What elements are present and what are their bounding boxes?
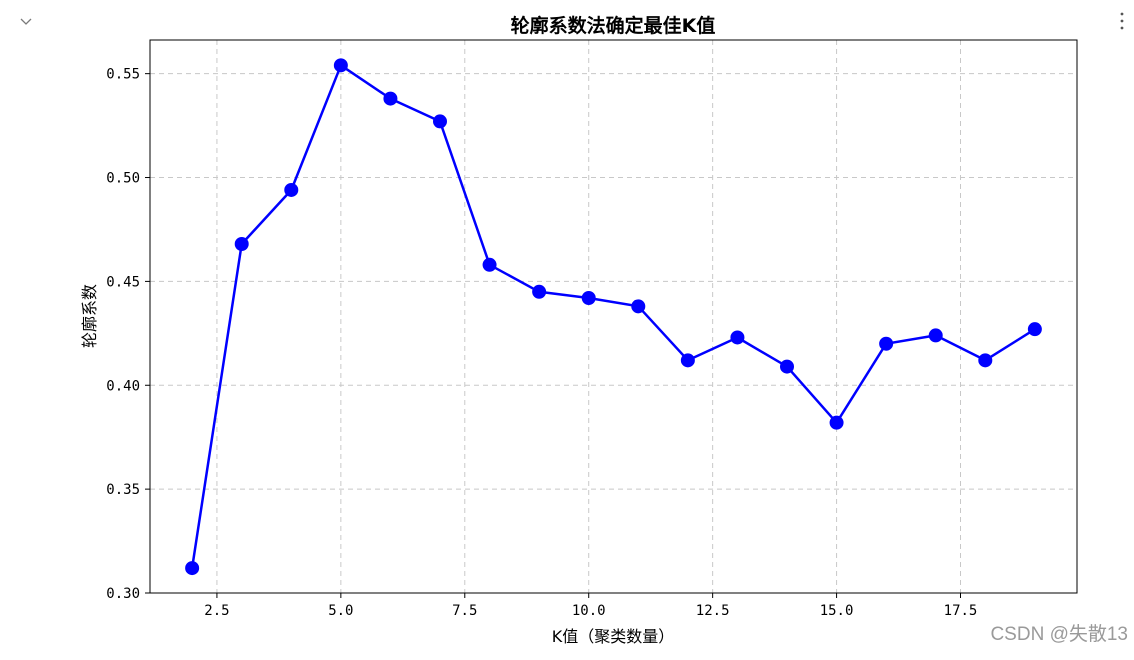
data-point — [928, 328, 943, 343]
x-tick-label: 7.5 — [452, 603, 477, 619]
more-menu-button[interactable] — [1114, 8, 1130, 34]
data-point — [383, 91, 398, 106]
x-tick-label: 10.0 — [572, 603, 606, 619]
y-tick-label: 0.55 — [106, 67, 140, 83]
x-tick-label: 2.5 — [204, 603, 229, 619]
y-tick-label: 0.30 — [106, 586, 140, 602]
chart-title: 轮廓系数法确定最佳K值 — [511, 14, 716, 37]
x-axis-label: K值（聚类数量） — [552, 627, 675, 646]
more-vertical-icon — [1120, 12, 1124, 30]
data-point — [829, 415, 844, 430]
y-tick-label: 0.35 — [106, 482, 140, 498]
data-point — [432, 114, 447, 129]
data-point — [532, 284, 547, 299]
watermark: CSDN @失散13 — [990, 624, 1128, 645]
data-point — [978, 353, 993, 368]
x-tick-label: 5.0 — [328, 603, 353, 619]
y-tick-label: 0.40 — [106, 378, 140, 394]
data-point — [482, 257, 497, 272]
data-point — [780, 359, 795, 374]
data-point — [333, 58, 348, 73]
tick-layer: 2.5 5.0 7.5 10.0 12.5 15.0 17.5 0.30 0.35 0.40 0.4… — [106, 67, 977, 619]
x-tick-label: 17.5 — [944, 603, 978, 619]
series-layer — [185, 58, 1042, 576]
y-axis-label: 轮廓系数 — [80, 284, 99, 348]
data-point — [284, 182, 299, 197]
plot-frame — [149, 39, 1078, 594]
data-point — [730, 330, 745, 345]
x-tick-label: 15.0 — [820, 603, 854, 619]
series-line — [190, 64, 1036, 569]
collapse-toggle[interactable] — [12, 8, 40, 36]
y-tick-label: 0.50 — [106, 171, 140, 187]
data-point — [185, 561, 200, 576]
data-point — [1027, 322, 1042, 337]
y-tick-label: 0.45 — [106, 274, 140, 290]
data-point — [631, 299, 646, 314]
data-point — [581, 291, 596, 306]
data-point — [879, 336, 894, 351]
grid-layer — [150, 40, 1077, 594]
x-tick-label: 12.5 — [696, 603, 730, 619]
chevron-down-icon — [20, 18, 32, 25]
data-point — [680, 353, 695, 368]
data-point — [234, 236, 249, 251]
